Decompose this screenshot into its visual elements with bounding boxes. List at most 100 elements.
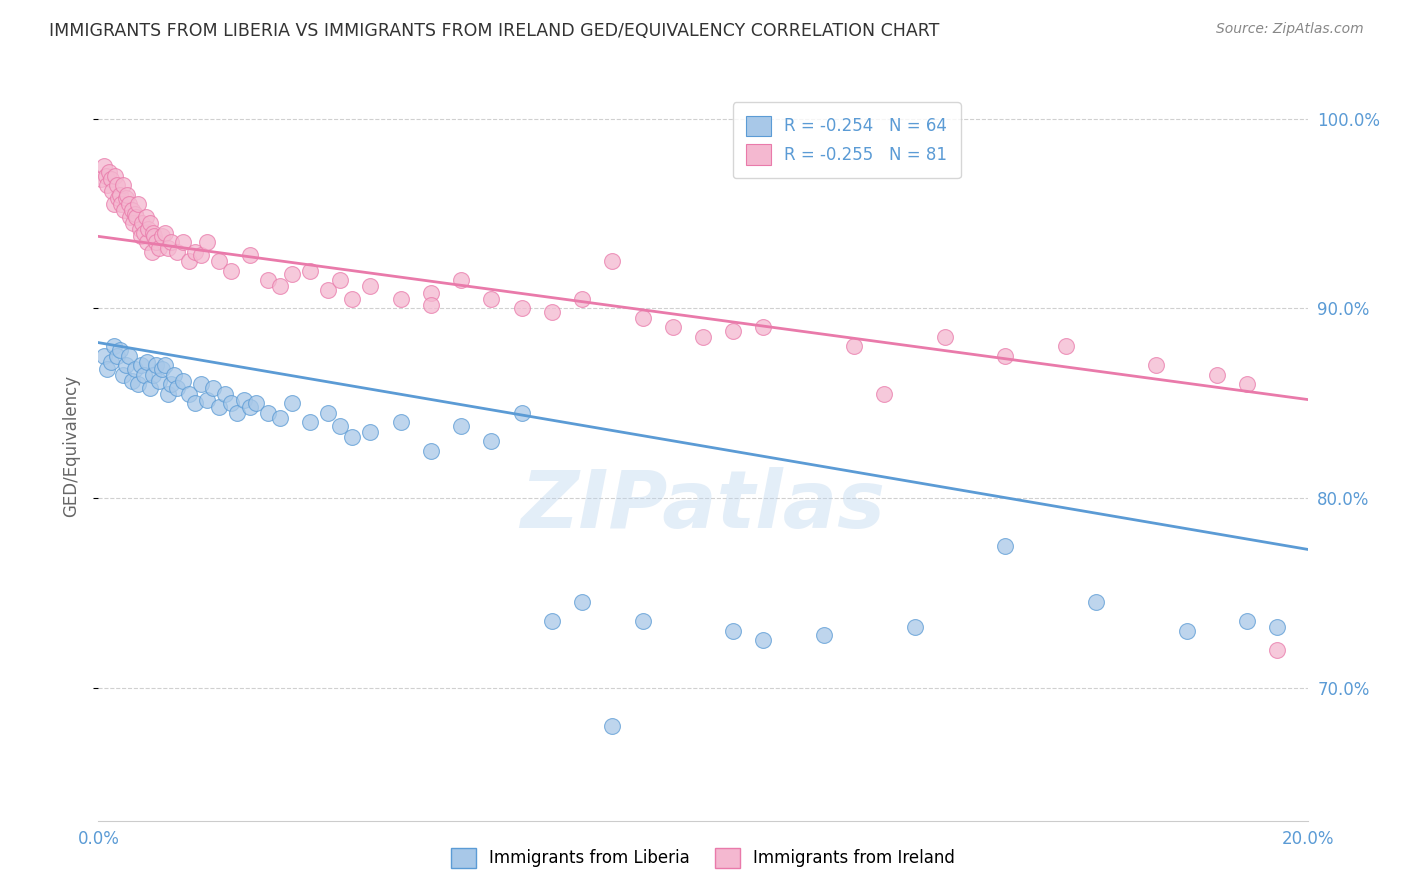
Point	[232, 392, 254, 407]
Point	[94, 169, 117, 183]
Point	[420, 286, 443, 301]
Point	[256, 406, 278, 420]
Point	[256, 273, 278, 287]
Point	[195, 235, 218, 249]
Point	[150, 229, 173, 244]
Point	[118, 211, 141, 225]
Point	[143, 229, 166, 244]
Point	[96, 178, 118, 193]
Point	[450, 273, 472, 287]
Point	[163, 368, 186, 382]
Point	[111, 368, 134, 382]
Point	[281, 268, 304, 282]
Point	[481, 292, 503, 306]
Point	[111, 178, 134, 193]
Point	[150, 362, 173, 376]
Point	[100, 172, 122, 186]
Point	[128, 222, 150, 236]
Point	[166, 244, 188, 259]
Point	[195, 392, 218, 407]
Point	[184, 244, 207, 259]
Point	[118, 197, 141, 211]
Point	[661, 320, 683, 334]
Point	[129, 359, 152, 373]
Point	[540, 615, 562, 629]
Point	[994, 349, 1017, 363]
Point	[299, 415, 322, 429]
Legend: R = -0.254   N = 64, R = -0.255   N = 81: R = -0.254 N = 64, R = -0.255 N = 81	[733, 103, 960, 178]
Point	[904, 620, 927, 634]
Point	[127, 377, 149, 392]
Point	[156, 241, 179, 255]
Point	[342, 292, 364, 306]
Point	[1206, 368, 1229, 382]
Point	[179, 254, 201, 268]
Point	[139, 216, 162, 230]
Point	[135, 354, 157, 368]
Point	[112, 202, 135, 217]
Point	[98, 165, 121, 179]
Point	[316, 406, 339, 420]
Point	[160, 377, 183, 392]
Point	[148, 241, 170, 255]
Point	[156, 387, 179, 401]
Point	[135, 211, 157, 225]
Point	[125, 211, 148, 225]
Point	[124, 206, 146, 220]
Legend: Immigrants from Liberia, Immigrants from Ireland: Immigrants from Liberia, Immigrants from…	[444, 841, 962, 875]
Point	[114, 359, 136, 373]
Point	[129, 229, 152, 244]
Point	[114, 191, 136, 205]
Point	[269, 278, 291, 293]
Point	[208, 400, 231, 414]
Point	[1085, 595, 1108, 609]
Point	[360, 278, 382, 293]
Point	[540, 305, 562, 319]
Point	[108, 343, 131, 358]
Point	[342, 430, 364, 444]
Point	[481, 434, 503, 449]
Point	[103, 339, 125, 353]
Point	[105, 178, 128, 193]
Point	[329, 419, 352, 434]
Point	[124, 362, 146, 376]
Point	[172, 235, 194, 249]
Point	[108, 187, 131, 202]
Point	[571, 292, 593, 306]
Point	[141, 244, 163, 259]
Point	[132, 368, 155, 382]
Point	[214, 387, 236, 401]
Point	[299, 263, 322, 277]
Point	[139, 381, 162, 395]
Point	[148, 374, 170, 388]
Point	[420, 443, 443, 458]
Point	[93, 349, 115, 363]
Point	[239, 400, 262, 414]
Point	[96, 362, 118, 376]
Point	[208, 254, 231, 268]
Point	[100, 354, 122, 368]
Text: Source: ZipAtlas.com: Source: ZipAtlas.com	[1216, 22, 1364, 37]
Point	[329, 273, 352, 287]
Point	[934, 330, 956, 344]
Point	[132, 226, 155, 240]
Point	[103, 197, 125, 211]
Point	[1267, 643, 1289, 657]
Point	[450, 419, 472, 434]
Point	[1236, 615, 1258, 629]
Point	[873, 387, 896, 401]
Point	[420, 298, 443, 312]
Text: IMMIGRANTS FROM LIBERIA VS IMMIGRANTS FROM IRELAND GED/EQUIVALENCY CORRELATION C: IMMIGRANTS FROM LIBERIA VS IMMIGRANTS FR…	[49, 22, 939, 40]
Point	[571, 595, 593, 609]
Point	[105, 349, 128, 363]
Point	[142, 226, 165, 240]
Point	[136, 222, 159, 236]
Point	[245, 396, 267, 410]
Point	[1267, 620, 1289, 634]
Point	[602, 254, 624, 268]
Point	[752, 320, 775, 334]
Point	[692, 330, 714, 344]
Point	[110, 197, 132, 211]
Point	[1054, 339, 1077, 353]
Point	[100, 184, 122, 198]
